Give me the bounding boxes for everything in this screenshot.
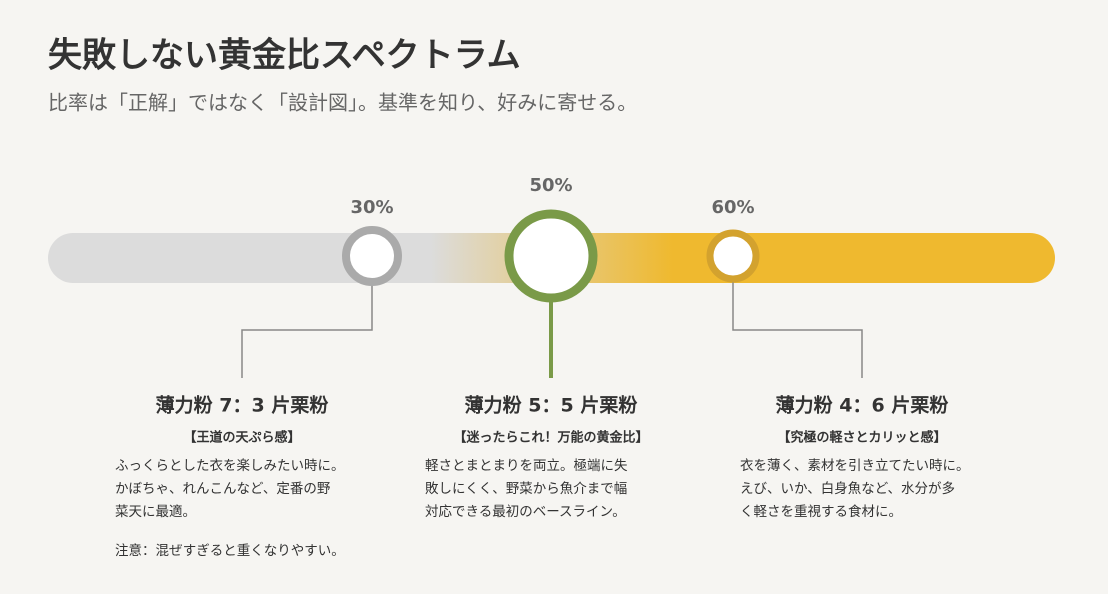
connector — [732, 282, 863, 378]
body-line: く軽さを重視する食材に。 — [740, 503, 902, 520]
note: 注意：混ぜすぎると重くなりやすい。 — [115, 542, 345, 559]
heading: 薄力粉 5：5 片栗粉 — [465, 394, 638, 417]
subtitle: 比率は「正解」ではなく「設計図」。基準を知り、好みに寄せる。 — [48, 91, 637, 115]
body-line: ふっくらとした衣を楽しみたい時に。 — [115, 458, 345, 474]
heading: 薄力粉 7：3 片栗粉 — [156, 394, 329, 417]
body-line: 対応できる最初のベースライン。 — [425, 503, 626, 520]
heading: 薄力粉 4：6 片栗粉 — [776, 394, 949, 417]
body-line: 軽さとまとまりを両立。極端に失 — [425, 458, 628, 474]
marker — [706, 229, 760, 283]
connector — [241, 285, 373, 378]
body-line: かぼちゃ、れんこんなど、定番の野 — [115, 481, 331, 497]
tag: 【王道の天ぷら感】 — [183, 430, 300, 446]
tag: 【迷ったらこれ！万能の黄金比】 — [453, 430, 648, 446]
percent-label: 30% — [350, 197, 393, 218]
body-line: 敗しにくく、野菜から魚介まで幅 — [425, 481, 627, 497]
body-line: 衣を薄く、素材を引き立てたい時に。 — [740, 458, 970, 474]
tag: 【究極の軽さとカリッと感】 — [777, 430, 946, 446]
body-line: 菜天に最適。 — [115, 503, 196, 520]
marker — [504, 209, 598, 303]
percent-label: 60% — [711, 197, 754, 218]
marker — [342, 226, 402, 286]
percent-label: 50% — [529, 175, 572, 196]
body-line: えび、いか、白身魚など、水分が多 — [740, 480, 955, 497]
title: 失敗しない黄金比スペクトラム — [48, 36, 521, 76]
